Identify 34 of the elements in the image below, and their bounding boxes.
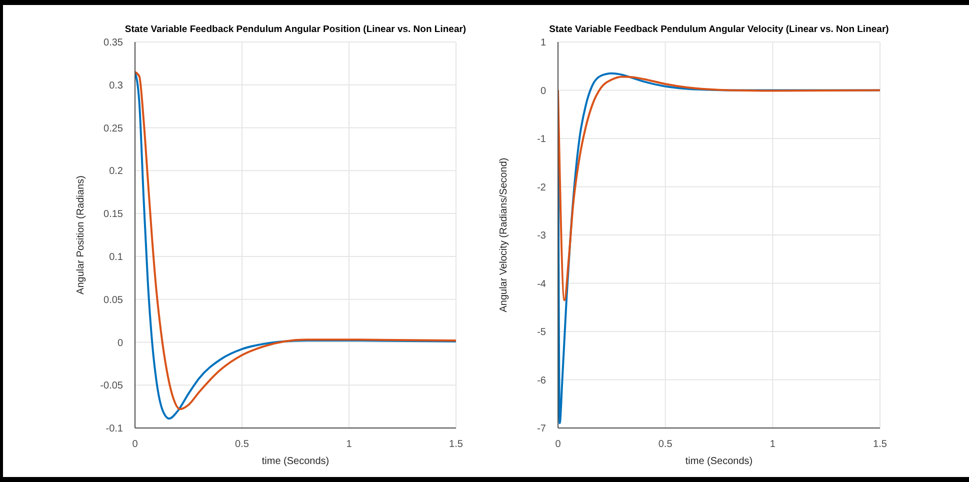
y-tick-label: -5 (537, 327, 546, 338)
y-tick-label: -4 (537, 278, 546, 290)
x-tick-label: 0 (132, 439, 138, 450)
y-tick-label: -3 (537, 230, 546, 242)
x-tick-label: 1 (346, 439, 352, 450)
y-tick-label: -6 (537, 375, 546, 386)
y-tick-label: 0.1 (109, 252, 124, 263)
y-tick-label: 0.15 (104, 209, 124, 220)
y-tick-label: 0.25 (104, 123, 124, 134)
y-tick-label: 0.35 (104, 38, 124, 49)
y-axis-title: Angular Velocity (Radians/Second) (498, 158, 510, 312)
y-tick-label: 0.3 (109, 80, 124, 92)
y-tick-label: -7 (537, 424, 546, 435)
y-tick-label: 1 (540, 38, 546, 49)
y-tick-label: -1 (537, 134, 546, 146)
y-tick-label: -2 (537, 182, 546, 194)
line-series (558, 76, 880, 302)
chart-title: State Variable Feedback Pendulum Angular Velocity (Linear vs. Non Linear) (548, 24, 890, 35)
x-tick-label: 1.5 (873, 439, 888, 450)
x-tick-label: 1 (770, 439, 776, 450)
x-tick-label: 1.5 (449, 439, 464, 450)
x-axis-title: time (Seconds) (685, 456, 753, 467)
x-tick-label: 0.5 (658, 439, 673, 450)
y-tick-label: 0 (540, 86, 546, 97)
y-tick-label: -0.1 (106, 424, 124, 435)
x-axis-title: time (Seconds) (262, 456, 330, 467)
x-tick-label: 0 (555, 439, 562, 450)
chart-title: State Variable Feedback Pendulum Angular Position (Linear vs. Non Linear) (124, 24, 468, 35)
y-tick-label: 0 (117, 338, 124, 349)
y-tick-label: 0.05 (104, 294, 124, 306)
y-axis-title: Angular Position (Radians) (76, 176, 87, 294)
y-tick-label: -0.05 (100, 380, 124, 392)
x-tick-label: 0.5 (235, 439, 250, 450)
y-tick-label: 0.2 (109, 166, 124, 178)
